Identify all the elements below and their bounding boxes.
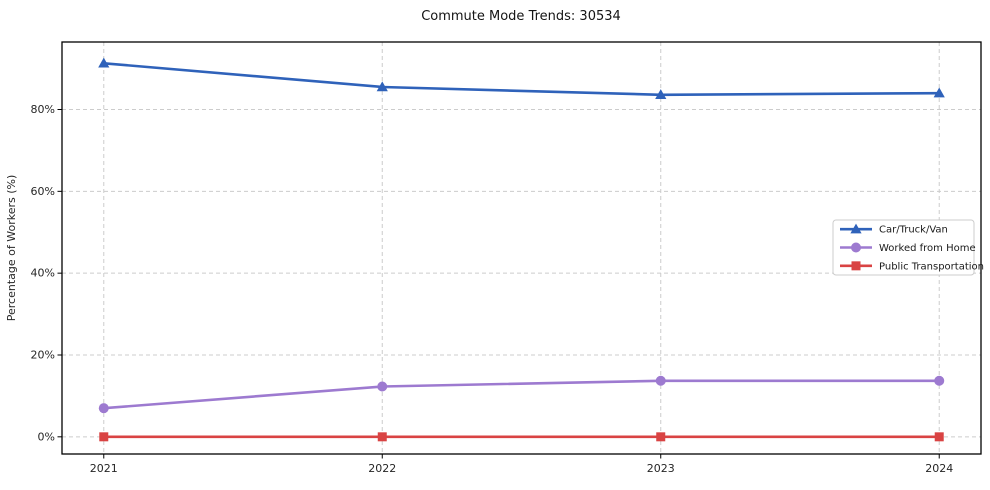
y-tick-label: 60% xyxy=(31,185,55,198)
marker-car-truck-van xyxy=(933,87,945,98)
legend xyxy=(832,219,975,276)
marker-car-truck-van xyxy=(655,89,667,99)
y-tick-label: 20% xyxy=(31,349,55,362)
x-tick-label: 2022 xyxy=(368,462,396,475)
plot-border xyxy=(61,41,982,455)
legend-marker-circle xyxy=(851,242,861,253)
legend-marker-square xyxy=(851,261,861,271)
chart-title: Commute Mode Trends: 30534 xyxy=(421,9,621,24)
marker-worked-from-home xyxy=(377,381,388,392)
series-line-worked-from-home xyxy=(102,379,941,410)
y-tick-label: 40% xyxy=(31,267,55,280)
marker-public-transportation xyxy=(656,432,666,442)
marker-worked-from-home xyxy=(934,375,945,386)
x-tick-label: 2024 xyxy=(925,462,953,475)
y-axis-label: Percentage of Workers (%) xyxy=(5,175,18,322)
marker-car-truck-van xyxy=(376,81,388,92)
legend-marker-triangle xyxy=(850,223,862,234)
x-tick-label: 2023 xyxy=(647,462,675,475)
marker-worked-from-home xyxy=(98,403,109,414)
chart-render-layer: 2021 2022 2023 2024 0% 20% 40% 60% 80% Car/Truck/… xyxy=(31,41,984,475)
legend-label: Worked from Home xyxy=(879,243,976,254)
marker-car-truck-van xyxy=(98,57,110,68)
legend-label: Car/Truck/Van xyxy=(879,225,948,236)
marker-worked-from-home xyxy=(655,375,666,386)
x-tick-label: 2021 xyxy=(90,462,118,475)
legend-label: Public Transportation xyxy=(879,261,984,272)
marker-public-transportation xyxy=(934,432,944,442)
marker-public-transportation xyxy=(99,432,109,442)
series-line-car-truck-van xyxy=(102,61,941,97)
y-tick-label: 0% xyxy=(38,430,55,443)
y-tick-label: 80% xyxy=(31,103,55,116)
marker-public-transportation xyxy=(377,432,387,442)
